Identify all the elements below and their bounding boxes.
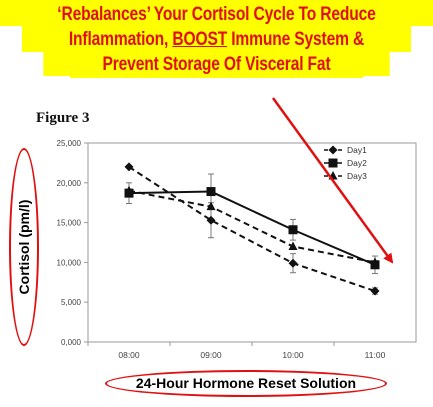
series-day3-line <box>128 189 376 264</box>
footer-caption: 24-Hour Hormone Reset Solution <box>105 370 387 397</box>
series-day3-point <box>124 185 134 195</box>
legend-day1-point <box>328 145 338 155</box>
x-tick-label: 09:00 <box>200 350 222 360</box>
banner-line-2: Inflammation, BOOST Immune System & <box>43 27 390 51</box>
series-day1-line <box>128 166 376 293</box>
y-tick-label: 10,000 <box>57 258 82 267</box>
series-day1-point <box>370 286 380 296</box>
y-tick-label: 20,000 <box>57 179 82 188</box>
banner-line-3: Prevent Storage Of Visceral Fat <box>43 52 390 76</box>
series-day2-point <box>288 225 298 235</box>
legend-day1-label: Day1 <box>347 145 367 155</box>
x-tick-label: 11:00 <box>365 350 386 360</box>
y-axis-label-oval <box>9 148 39 346</box>
banner-line-1: ‘Rebalances’ Your Cortisol Cycle To Redu… <box>43 2 390 26</box>
series-day1-point <box>288 258 298 268</box>
series-day2-line <box>128 190 376 266</box>
banner-line-2-start: Inflammation, <box>68 28 173 50</box>
y-tick-label: 5,000 <box>61 298 82 307</box>
x-tick-label: 08:00 <box>118 350 140 360</box>
legend-day3-label: Day3 <box>347 171 367 181</box>
series-day2-point <box>206 187 216 197</box>
y-tick-label: 15,000 <box>57 219 82 228</box>
series-day3-point <box>370 257 380 266</box>
series-day1-point <box>206 215 216 225</box>
series-day3-point <box>206 201 216 211</box>
legend-day2-label: Day2 <box>347 158 367 168</box>
legend-day2-point <box>328 158 338 168</box>
x-tick-label: 10:00 <box>282 350 304 360</box>
figure-label: Figure 3 <box>36 110 90 126</box>
y-axis-label: Cortisol (pm/l) <box>16 199 32 295</box>
y-tick-label: 0,000 <box>61 338 82 347</box>
y-tick-label: 25,000 <box>57 139 82 148</box>
callout-arrow <box>271 97 394 264</box>
series-day1-point <box>124 162 134 172</box>
series-day3-point <box>288 241 298 250</box>
banner-line-2-end: Immune System & <box>227 28 365 50</box>
banner-boost-word: BOOST <box>172 28 228 50</box>
